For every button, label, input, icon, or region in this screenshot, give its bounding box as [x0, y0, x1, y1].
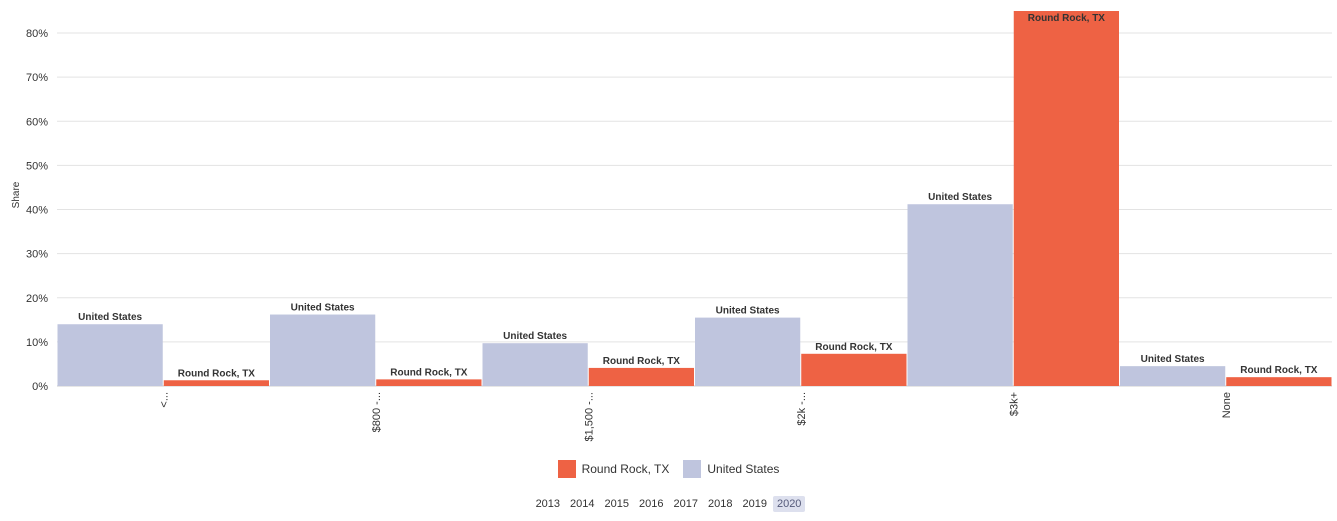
year-2014[interactable]: 2014: [570, 498, 595, 510]
bar-label-united-states: United States: [78, 312, 142, 323]
bar-label-united-states: United States: [291, 303, 355, 314]
bar-labels: United States Round Rock, TX United States…: [78, 13, 1318, 379]
bar-chart: 0% 10% 20% 30% 40% 50% 60% 70% 80% Share United …: [11, 11, 1332, 442]
bar-label-united-states: United States: [1141, 354, 1205, 365]
y-tick-label: 80%: [26, 28, 48, 40]
bar-round-rock-tx[interactable]: [588, 367, 694, 386]
legend-item-united-states[interactable]: United States: [683, 460, 779, 478]
legend-label-round-rock: Round Rock, TX: [581, 462, 670, 476]
y-tick-label: 20%: [26, 293, 48, 305]
bar-united-states[interactable]: [1120, 366, 1226, 386]
year-selector: 2013 2014 2015 2016 2017 2018 2019 2020: [0, 496, 1337, 512]
bar-united-states[interactable]: [695, 317, 801, 386]
bar-label-united-states: United States: [928, 192, 992, 203]
bar-round-rock-tx[interactable]: [1226, 377, 1332, 386]
legend-swatch-united-states: [683, 460, 702, 478]
bar-round-rock-tx[interactable]: [163, 380, 269, 386]
x-tick-label: $3k+: [1008, 392, 1020, 416]
bar-label-united-states: United States: [716, 306, 780, 317]
bar-round-rock-tx[interactable]: [376, 379, 482, 386]
y-tick-label: 30%: [26, 249, 48, 261]
y-axis-label: Share: [11, 181, 22, 208]
bar-label-round-rock-tx: Round Rock, TX: [603, 356, 681, 367]
bar-label-round-rock-tx: Round Rock, TX: [1028, 13, 1106, 24]
bar-united-states[interactable]: [907, 204, 1013, 386]
x-tick-label: $800 -...: [371, 392, 383, 432]
y-tick-label: 40%: [26, 205, 48, 217]
x-tick-label: None: [1221, 392, 1233, 418]
bar-label-united-states: United States: [503, 331, 567, 342]
year-2019[interactable]: 2019: [742, 498, 767, 510]
x-tick-label: $1,500 -...: [583, 392, 595, 442]
bar-label-round-rock-tx: Round Rock, TX: [815, 342, 893, 353]
x-tick-label: <...: [158, 392, 170, 408]
bar-united-states[interactable]: [482, 343, 588, 386]
gridlines: [57, 32, 1332, 387]
bar-label-round-rock-tx: Round Rock, TX: [1240, 365, 1318, 376]
legend: Round Rock, TX United States: [0, 460, 1337, 478]
bars: [57, 11, 1332, 386]
bar-united-states[interactable]: [270, 314, 376, 386]
year-2016[interactable]: 2016: [639, 498, 664, 510]
y-tick-label: 50%: [26, 160, 48, 172]
y-tick-label: 70%: [26, 72, 48, 84]
bar-united-states[interactable]: [57, 324, 163, 386]
legend-item-round-rock[interactable]: Round Rock, TX: [557, 460, 670, 478]
legend-label-united-states: United States: [707, 462, 780, 476]
bar-label-round-rock-tx: Round Rock, TX: [178, 368, 256, 379]
y-tick-label: 0%: [32, 381, 48, 393]
y-tick-label: 60%: [26, 116, 48, 128]
x-axis: <... $800 -... $1,500 -... $2k -... $3k+ None: [158, 392, 1233, 442]
year-2020[interactable]: 2020: [772, 496, 806, 512]
year-2017[interactable]: 2017: [673, 498, 698, 510]
bar-label-round-rock-tx: Round Rock, TX: [390, 367, 468, 378]
x-tick-label: $2k -...: [796, 392, 808, 426]
y-axis: 0% 10% 20% 30% 40% 50% 60% 70% 80%: [26, 28, 48, 393]
bar-round-rock-tx[interactable]: [1013, 11, 1119, 386]
year-2013[interactable]: 2013: [535, 498, 561, 510]
y-tick-label: 10%: [26, 337, 48, 349]
legend-swatch-round-rock: [557, 460, 576, 478]
year-2018[interactable]: 2018: [707, 498, 733, 510]
year-2015[interactable]: 2015: [604, 498, 630, 510]
bar-round-rock-tx[interactable]: [801, 353, 907, 386]
